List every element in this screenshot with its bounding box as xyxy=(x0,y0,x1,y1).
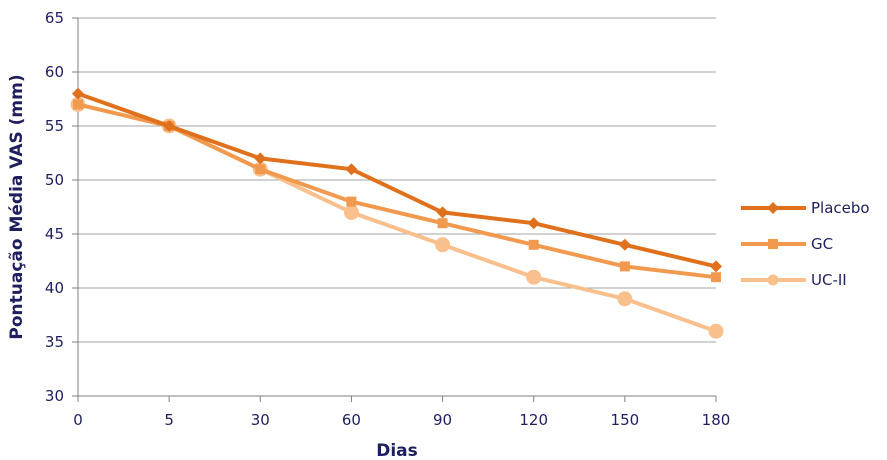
legend-item: Placebo xyxy=(741,199,870,217)
y-tick-label: 40 xyxy=(45,279,64,297)
data-point-diamond xyxy=(436,206,449,219)
x-tick-label: 180 xyxy=(702,411,731,429)
legend-item: GC xyxy=(741,235,833,253)
data-point-diamond xyxy=(618,238,631,251)
data-point-diamond xyxy=(254,152,267,165)
data-point-square xyxy=(768,239,778,249)
series-uc-ii xyxy=(70,96,724,339)
data-point-diamond xyxy=(527,217,540,230)
x-tick-label: 5 xyxy=(164,411,174,429)
data-point-diamond xyxy=(767,202,779,214)
data-point-circle xyxy=(435,237,451,253)
y-tick-labels: 30 35 40 45 50 55 60 65 xyxy=(45,9,78,405)
data-point-diamond xyxy=(72,87,84,100)
y-tick-label: 50 xyxy=(45,171,64,189)
data-point-diamond xyxy=(710,260,722,273)
data-point-diamond xyxy=(345,163,358,176)
y-axis-title: Pontuação Média VAS (mm) xyxy=(7,74,27,339)
y-tick-label: 55 xyxy=(45,117,64,135)
y-tick-label: 30 xyxy=(45,387,64,405)
data-point-circle xyxy=(343,204,359,220)
legend-label: Placebo xyxy=(811,199,870,217)
data-point-circle xyxy=(617,291,633,307)
data-point-square xyxy=(346,196,357,207)
x-tick-label: 30 xyxy=(251,411,270,429)
legend-label: UC-II xyxy=(811,271,847,289)
y-tick-label: 60 xyxy=(45,63,64,81)
data-point-circle xyxy=(767,274,779,286)
y-tick-label: 35 xyxy=(45,333,64,351)
x-tick-label: 60 xyxy=(342,411,361,429)
y-tick-label: 65 xyxy=(45,9,64,27)
series-group xyxy=(70,87,724,339)
data-point-diamond xyxy=(163,120,176,132)
x-tick-label: 150 xyxy=(611,411,640,429)
x-tick-label: 0 xyxy=(73,411,83,429)
data-point-square xyxy=(255,164,266,175)
data-point-square xyxy=(528,239,539,250)
gridlines xyxy=(78,17,716,343)
x-tick-label: 120 xyxy=(519,411,548,429)
series-line xyxy=(77,91,717,269)
legend: Placebo GC UC-II xyxy=(741,199,870,289)
data-point-square xyxy=(73,99,83,110)
x-axis-title: Dias xyxy=(376,441,418,460)
data-point-square xyxy=(619,261,630,272)
legend-item: UC-II xyxy=(741,271,847,289)
data-point-square xyxy=(711,272,721,283)
series-placebo xyxy=(72,87,722,273)
data-point-square xyxy=(437,218,448,229)
data-point-circle xyxy=(708,323,724,339)
y-tick-label: 45 xyxy=(45,225,64,243)
legend-label: GC xyxy=(811,235,833,253)
x-tick-label: 90 xyxy=(433,411,452,429)
data-point-circle xyxy=(526,269,542,285)
axes xyxy=(77,18,716,397)
x-tick-labels: 0 5 30 60 90 120 150 180 xyxy=(73,396,730,429)
